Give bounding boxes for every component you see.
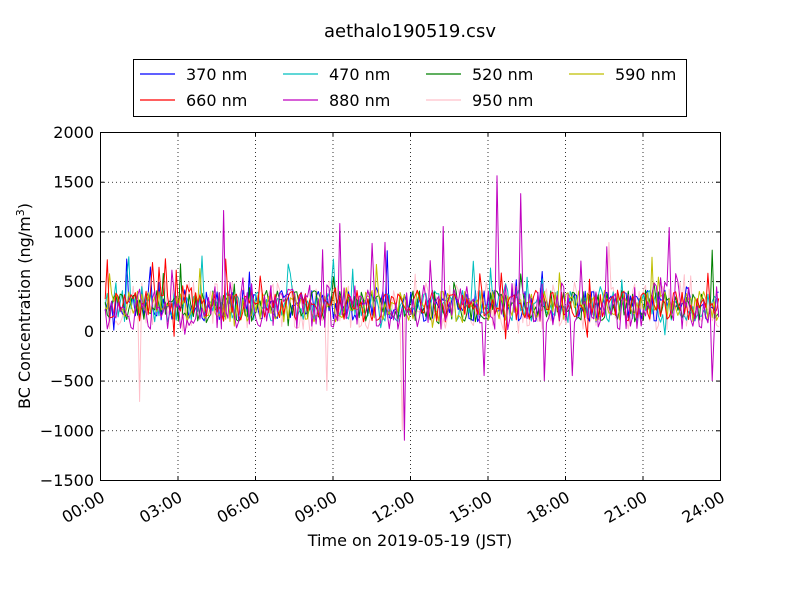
- series-line-880-nm: [104, 175, 720, 441]
- y-axis-label-close: ): [15, 203, 34, 209]
- y-tick-label: 500: [63, 272, 94, 291]
- legend-box: [133, 59, 687, 117]
- legend-label: 520 nm: [472, 65, 533, 84]
- y-axis-label-main: BC Concentration (ng/m: [15, 216, 34, 409]
- y-tick-label: 2000: [53, 123, 94, 142]
- legend-label: 660 nm: [186, 91, 247, 110]
- plot-area: [100, 132, 721, 481]
- y-axis-label: BC Concentration (ng/m3): [14, 203, 34, 409]
- legend-label: 880 nm: [329, 91, 390, 110]
- y-tick-label: −500: [50, 372, 94, 391]
- legend-label: 590 nm: [615, 65, 676, 84]
- y-tick-labels: −1500 −1000 −500 0 500 1000 1500 2000: [40, 123, 94, 490]
- y-tick-label: 1000: [53, 222, 94, 241]
- legend-label: 950 nm: [472, 91, 533, 110]
- y-tick-label: −1500: [40, 471, 94, 490]
- chart-title: aethalo190519.csv: [324, 21, 496, 42]
- legend: 370 nm 470 nm 520 nm 590 nm 660 nm 880 nm 950 …: [133, 59, 687, 117]
- ticks: [100, 132, 721, 481]
- y-tick-label: 1500: [53, 173, 94, 192]
- x-axis-label: Time on 2019-05-19 (JST): [307, 531, 512, 550]
- legend-label: 370 nm: [186, 65, 247, 84]
- y-tick-label: −1000: [40, 421, 94, 440]
- grid: [100, 132, 720, 480]
- series-layer: [104, 175, 720, 441]
- y-axis-label-sup: 3: [14, 209, 27, 216]
- y-tick-label: 0: [84, 322, 94, 341]
- legend-label: 470 nm: [329, 65, 390, 84]
